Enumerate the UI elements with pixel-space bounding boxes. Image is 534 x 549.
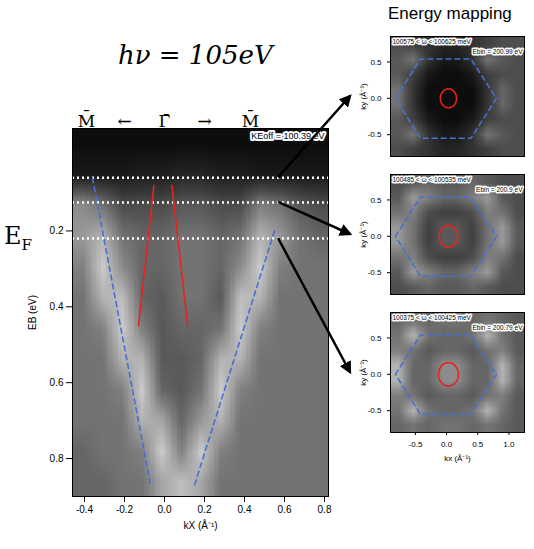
svg-text:-0.5: -0.5: [368, 130, 382, 139]
svg-text:0.5: 0.5: [370, 58, 382, 67]
svg-text:-0.4: -0.4: [76, 504, 94, 515]
svg-text:Ebin = 200.99 eV: Ebin = 200.99 eV: [472, 48, 523, 55]
svg-text:1.0: 1.0: [503, 440, 515, 449]
svg-text:100485 < ω < 100535 meV: 100485 < ω < 100535 meV: [393, 176, 472, 183]
svg-text:0.5: 0.5: [370, 196, 382, 205]
svg-text:100375 < ω < 100425 meV: 100375 < ω < 100425 meV: [393, 314, 472, 321]
svg-text:ky (Å⁻¹): ky (Å⁻¹): [359, 359, 368, 386]
svg-text:0.2: 0.2: [198, 504, 212, 515]
svg-text:EB (eV): EB (eV): [27, 295, 38, 330]
svg-text:-0.5: -0.5: [368, 268, 382, 277]
svg-text:kx (Å⁻¹): kx (Å⁻¹): [444, 454, 471, 463]
svg-text:-0.5: -0.5: [368, 406, 382, 415]
svg-text:ky (Å⁻¹): ky (Å⁻¹): [359, 221, 368, 248]
svg-text:→: →: [197, 111, 211, 131]
svg-text:0.5: 0.5: [472, 440, 484, 449]
svg-text:kX (Å⁻¹): kX (Å⁻¹): [183, 519, 217, 531]
svg-text:0.0: 0.0: [370, 370, 382, 379]
svg-text:0.2: 0.2: [50, 225, 64, 236]
svg-text:0.6: 0.6: [278, 504, 292, 515]
svg-text:0.4: 0.4: [50, 301, 64, 312]
svg-text:0.0: 0.0: [441, 440, 453, 449]
svg-text:0.4: 0.4: [238, 504, 252, 515]
svg-text:-0.2: -0.2: [116, 504, 134, 515]
svg-text:0.0: 0.0: [370, 232, 382, 241]
svg-text:0.0: 0.0: [370, 94, 382, 103]
svg-text:0.0: 0.0: [158, 504, 172, 515]
svg-text:-0.5: -0.5: [409, 440, 423, 449]
svg-text:0.8: 0.8: [50, 453, 64, 464]
html-text:Energy mapping: Energy mapping: [388, 4, 512, 23]
html-text:hν = 105eV: hν = 105eV: [118, 40, 273, 70]
html-text:EF: EF: [4, 222, 32, 254]
svg-text:Γ̄: Γ̄: [159, 111, 171, 131]
svg-text:KEoff = 100.39 eV: KEoff = 100.39 eV: [251, 131, 324, 141]
svg-text:ky (Å⁻¹): ky (Å⁻¹): [359, 83, 368, 110]
svg-text:0.6: 0.6: [50, 377, 64, 388]
svg-text:Ebin = 200.79 eV: Ebin = 200.79 eV: [472, 324, 523, 331]
svg-text:M̄: M̄: [78, 109, 95, 130]
svg-text:←: ←: [117, 111, 131, 131]
svg-text:M̄: M̄: [242, 109, 259, 130]
svg-text:Ebin = 200.9 eV: Ebin = 200.9 eV: [476, 186, 523, 193]
svg-text:0.8: 0.8: [318, 504, 332, 515]
svg-text:100575 < ω < 100625 meV: 100575 < ω < 100625 meV: [393, 38, 472, 45]
svg-text:0.5: 0.5: [370, 334, 382, 343]
